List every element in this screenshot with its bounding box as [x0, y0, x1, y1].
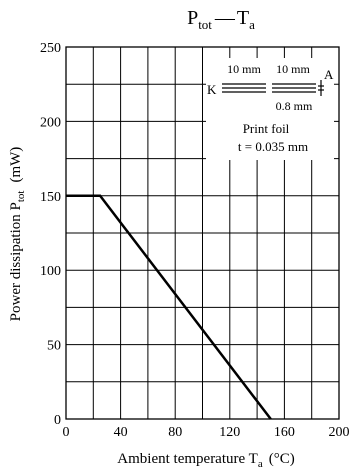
print-foil-annotation: 10 mm 10 mm K A 0.8 mm Print foil t = 0.… — [206, 58, 334, 160]
terminal-a-label: A — [324, 67, 334, 82]
derating-curve — [66, 194, 272, 420]
y-tick-label: 250 — [40, 41, 61, 56]
y-tick-label: 150 — [40, 190, 61, 205]
x-axis-label: Ambient temperature Ta (°C) — [117, 451, 294, 470]
title-main-subscript: tot — [198, 17, 212, 32]
x-tick-label: 0 — [63, 425, 70, 440]
x-tick-label: 40 — [114, 425, 128, 440]
title-second-subscript: a — [249, 17, 255, 32]
y-axis-label-subscript: tot — [15, 191, 27, 203]
plot-frame — [65, 46, 340, 420]
x-axis-ticks: 0 40 80 120 160 200 — [63, 425, 350, 440]
x-axis-label-text: Ambient temperature T — [117, 451, 258, 467]
chart-title: Ptot — Ta — [187, 7, 255, 32]
title-main: P — [187, 7, 198, 29]
thickness-label: t = 0.035 mm — [238, 139, 308, 154]
dimension-left-label: 10 mm — [227, 62, 261, 76]
x-tick-label: 200 — [329, 425, 350, 440]
y-tick-label: 200 — [40, 115, 61, 130]
y-axis-ticks: 0 50 100 150 200 250 — [40, 41, 61, 428]
annotation-background — [206, 58, 334, 160]
y-axis-label-text: Power dissipation P — [8, 202, 24, 321]
x-tick-label: 80 — [168, 425, 182, 440]
data-series — [66, 194, 272, 420]
x-axis-label-subscript: a — [258, 458, 263, 470]
x-tick-label: 120 — [219, 425, 240, 440]
gap-dimension-label: 0.8 mm — [276, 99, 313, 113]
dimension-right-label: 10 mm — [276, 62, 310, 76]
print-foil-label: Print foil — [243, 121, 290, 136]
y-tick-label: 50 — [47, 339, 61, 354]
y-tick-label: 100 — [40, 264, 61, 279]
y-tick-label: 0 — [54, 413, 61, 428]
title-second: T — [237, 7, 249, 29]
y-axis-label-unit: (mW) — [8, 147, 24, 183]
x-axis-label-unit: (°C) — [269, 451, 295, 467]
terminal-k-label: K — [207, 82, 217, 97]
y-axis-label: Power dissipation Ptot (mW) — [8, 147, 27, 322]
x-tick-label: 160 — [274, 425, 295, 440]
title-dash: — — [214, 7, 236, 29]
